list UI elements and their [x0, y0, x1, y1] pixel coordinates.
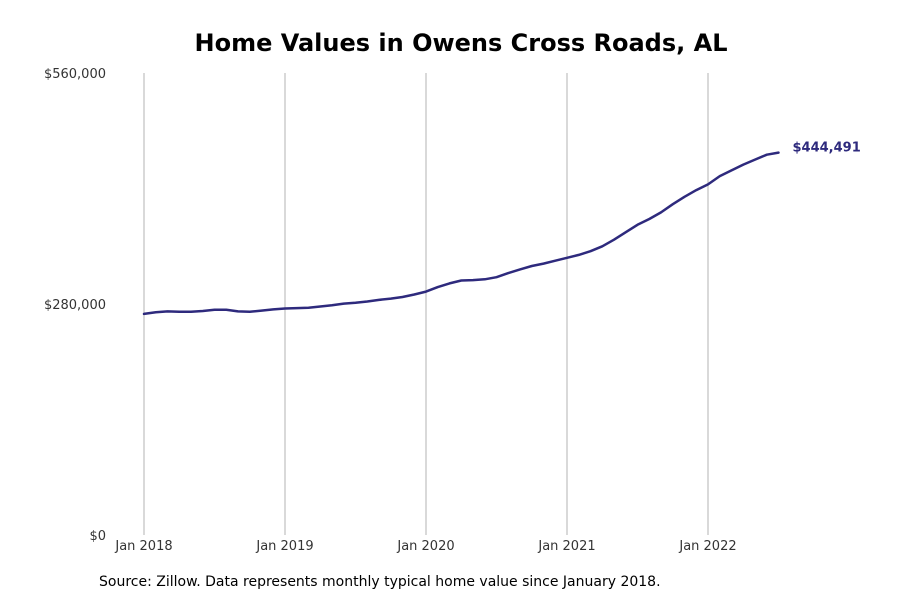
chart-title: Home Values in Owens Cross Roads, AL [195, 29, 728, 57]
x-tick-label: Jan 2019 [255, 539, 313, 554]
grid-layer [143, 73, 709, 535]
series-line [142, 151, 780, 316]
y-tick-label: $280,000 [44, 298, 106, 313]
y-tick-label: $0 [89, 529, 106, 544]
x-tick-label: Jan 2022 [678, 539, 736, 554]
end-value-label: $444,491 [793, 141, 861, 156]
y-tick-label: $560,000 [44, 67, 106, 82]
x-tick-label: Jan 2018 [114, 539, 172, 554]
series-layer: $444,491 [142, 141, 861, 316]
x-tick-label: Jan 2021 [537, 539, 595, 554]
x-tick-label: Jan 2020 [396, 539, 454, 554]
axis-layer: Jan 2018 Jan 2019 Jan 2020 Jan 2021 Jan 2022… [44, 67, 737, 554]
source-note: Source: Zillow. Data represents monthly … [99, 574, 661, 590]
